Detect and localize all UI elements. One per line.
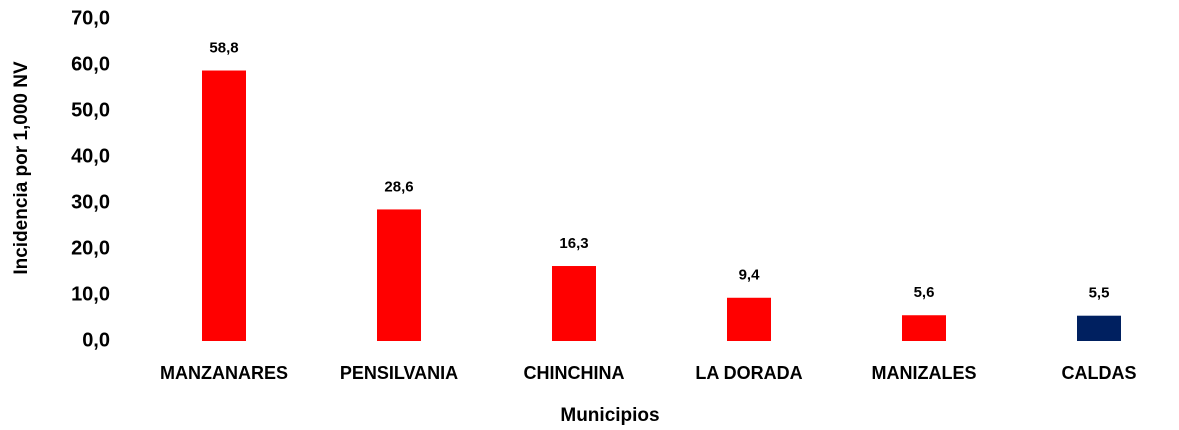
x-tick-label: LA DORADA <box>695 363 802 383</box>
x-tick-label: CHINCHINA <box>524 363 625 383</box>
y-tick-label: 10,0 <box>71 283 110 305</box>
y-tick-label: 70,0 <box>71 7 110 29</box>
x-axis-title: Municipios <box>560 405 659 426</box>
y-tick-label: 50,0 <box>71 99 110 121</box>
data-label: 16,3 <box>559 235 588 252</box>
x-tick-label: MANIZALES <box>872 363 977 383</box>
data-label: 58,8 <box>209 39 238 56</box>
y-tick-label: 20,0 <box>71 237 110 259</box>
bar <box>902 315 946 341</box>
bar <box>552 266 596 341</box>
data-label: 5,6 <box>914 284 935 301</box>
x-tick-label: CALDAS <box>1062 363 1137 383</box>
x-tick-label: PENSILVANIA <box>340 363 458 383</box>
data-label: 28,6 <box>384 178 413 195</box>
bar <box>377 209 421 341</box>
x-tick-label: MANZANARES <box>160 363 288 383</box>
bar <box>1077 315 1121 341</box>
y-tick-label: 40,0 <box>71 145 110 167</box>
y-tick-label: 0,0 <box>82 329 110 351</box>
bar <box>727 297 771 341</box>
y-tick-label: 60,0 <box>71 53 110 75</box>
data-label: 5,5 <box>1089 285 1110 302</box>
data-label: 9,4 <box>739 267 761 284</box>
bar <box>202 70 246 342</box>
y-axis-title: Incidencia por 1,000 NV <box>11 61 32 275</box>
y-tick-label: 30,0 <box>71 191 110 213</box>
